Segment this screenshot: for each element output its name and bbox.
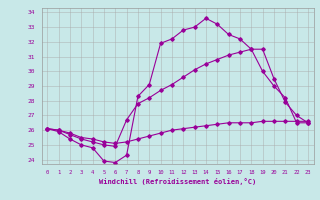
X-axis label: Windchill (Refroidissement éolien,°C): Windchill (Refroidissement éolien,°C)	[99, 178, 256, 185]
